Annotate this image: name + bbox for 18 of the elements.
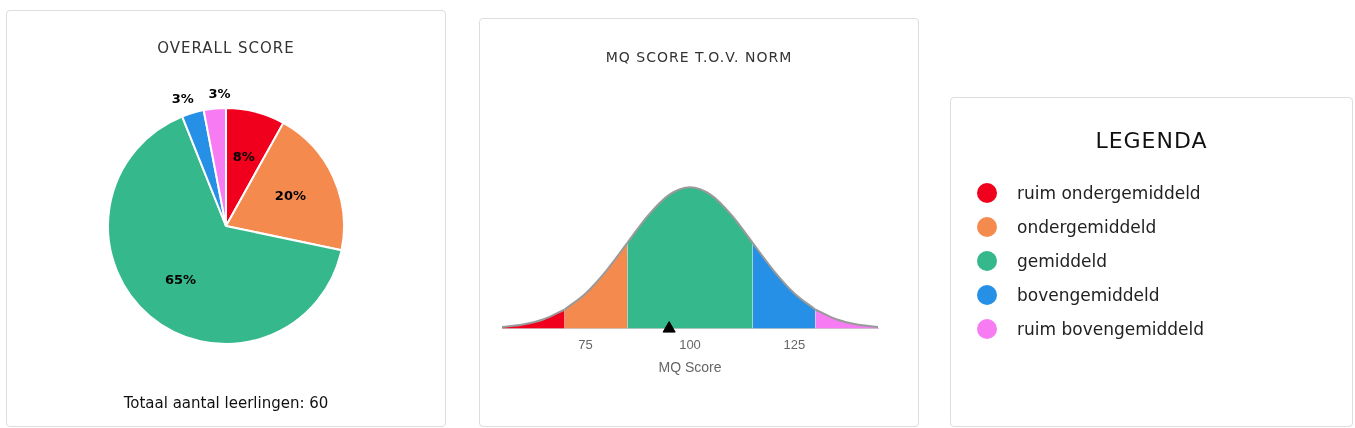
chart-title: OVERALL SCORE: [156, 39, 296, 57]
text: Totaal aantal leerlingen: 60: [122, 394, 330, 412]
data-label: 3%: [208, 85, 231, 101]
chart-title: MQ SCORE T.O.V. NORM: [604, 49, 794, 65]
legend-label: gemiddeld: [1017, 251, 1108, 271]
x-axis-title: MQ Score: [658, 359, 722, 376]
data-label: 8%: [232, 148, 255, 164]
legend-label: ruim ondergemiddeld: [1017, 183, 1201, 203]
data-label: 3%: [171, 90, 194, 106]
legend-title: LEGENDA: [1094, 128, 1209, 153]
x-tick-label: 75: [578, 336, 593, 352]
legend-label: bovengemiddeld: [1017, 285, 1160, 305]
data-label: 65%: [164, 271, 197, 287]
x-tick-label: 125: [783, 336, 806, 352]
data-label: 20%: [274, 187, 306, 203]
legend-label: ruim bovengemiddeld: [1017, 319, 1205, 339]
legend-label: ondergemiddeld: [1017, 217, 1157, 237]
x-tick-label: 100: [679, 336, 701, 352]
